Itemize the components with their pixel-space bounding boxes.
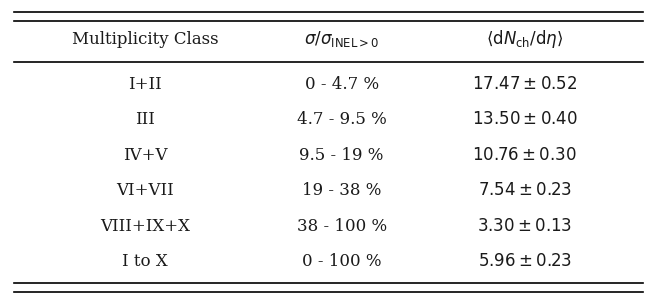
Text: $\sigma/\sigma_{\rm INEL>0}$: $\sigma/\sigma_{\rm INEL>0}$ bbox=[304, 29, 379, 49]
Text: 19 - 38 %: 19 - 38 % bbox=[302, 182, 381, 199]
Text: VIII+IX+X: VIII+IX+X bbox=[101, 218, 191, 235]
Text: I to X: I to X bbox=[122, 254, 168, 271]
Text: IV+V: IV+V bbox=[123, 147, 168, 164]
Text: $7.54 \pm 0.23$: $7.54 \pm 0.23$ bbox=[478, 182, 572, 199]
Text: III: III bbox=[135, 111, 155, 128]
Text: I+II: I+II bbox=[128, 76, 162, 93]
Text: $3.30 \pm 0.13$: $3.30 \pm 0.13$ bbox=[477, 218, 572, 235]
Text: $5.96 \pm 0.23$: $5.96 \pm 0.23$ bbox=[478, 254, 572, 271]
Text: VI+VII: VI+VII bbox=[116, 182, 174, 199]
Text: $13.50 \pm 0.40$: $13.50 \pm 0.40$ bbox=[472, 111, 578, 128]
Text: 0 - 100 %: 0 - 100 % bbox=[302, 254, 381, 271]
Text: 9.5 - 19 %: 9.5 - 19 % bbox=[300, 147, 384, 164]
Text: Multiplicity Class: Multiplicity Class bbox=[72, 30, 219, 47]
Text: 38 - 100 %: 38 - 100 % bbox=[296, 218, 387, 235]
Text: $17.47 \pm 0.52$: $17.47 \pm 0.52$ bbox=[472, 76, 578, 93]
Text: 0 - 4.7 %: 0 - 4.7 % bbox=[305, 76, 378, 93]
Text: 4.7 - 9.5 %: 4.7 - 9.5 % bbox=[297, 111, 386, 128]
Text: $\langle {\rm d}N_{\rm ch}/{\rm d}\eta \rangle$: $\langle {\rm d}N_{\rm ch}/{\rm d}\eta \… bbox=[486, 28, 564, 50]
Text: $10.76 \pm 0.30$: $10.76 \pm 0.30$ bbox=[472, 147, 577, 164]
